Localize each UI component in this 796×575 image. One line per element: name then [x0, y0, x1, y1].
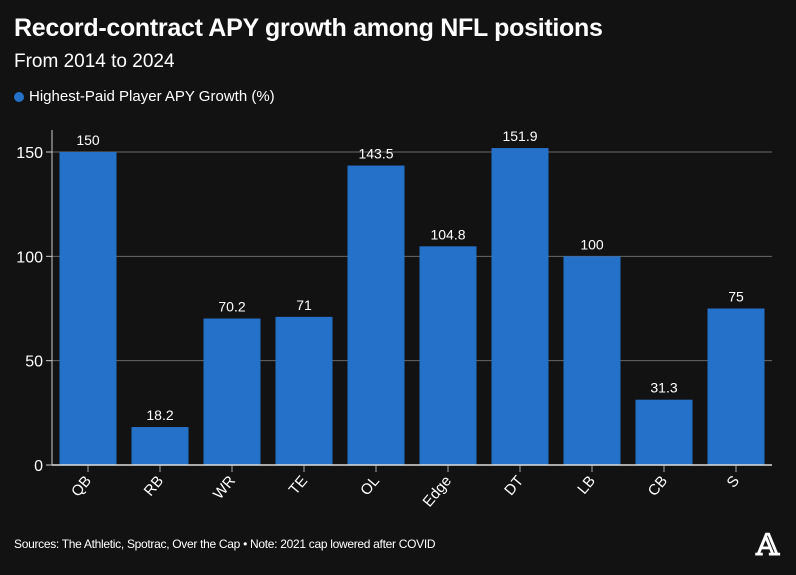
chart-subtitle: From 2014 to 2024	[14, 51, 175, 72]
source-note: Sources: The Athletic, Spotrac, Over the…	[14, 537, 436, 551]
y-tick-label: 150	[16, 145, 43, 162]
x-tick-label: LB	[574, 473, 599, 498]
x-tick-label: DT	[501, 473, 527, 499]
x-tick-label: Edge	[420, 473, 456, 511]
x-tick-label: S	[724, 473, 743, 492]
x-tick-label: CB	[645, 473, 671, 500]
x-tick-label: OL	[357, 473, 383, 499]
data-label: 104.8	[430, 226, 465, 242]
data-label: 70.2	[218, 299, 245, 315]
data-label: 151.9	[502, 128, 537, 144]
data-label: 100	[580, 236, 604, 252]
legend: Highest-Paid Player APY Growth (%)	[14, 88, 275, 105]
bar-wr	[203, 318, 261, 465]
data-label: 31.3	[650, 380, 677, 396]
y-tick-label: 100	[16, 249, 43, 266]
legend-label: Highest-Paid Player APY Growth (%)	[29, 88, 275, 105]
x-tick-label: TE	[286, 473, 311, 499]
x-tick-label: RB	[141, 473, 167, 500]
data-label: 18.2	[146, 407, 173, 423]
bar-dt	[491, 148, 549, 465]
bar-s	[707, 308, 765, 465]
data-label: 75	[728, 289, 744, 305]
data-label: 143.5	[358, 146, 393, 162]
data-label: 150	[76, 132, 100, 148]
legend-swatch	[14, 91, 24, 102]
bar-cb	[635, 399, 693, 465]
bar-ol	[347, 165, 405, 465]
bar-edge	[419, 246, 477, 465]
bar-rb	[131, 427, 189, 465]
bar-lb	[563, 256, 621, 465]
data-label: 71	[296, 297, 312, 313]
y-tick-label: 50	[25, 354, 43, 371]
bar-te	[275, 316, 333, 465]
y-tick-label: 0	[34, 458, 43, 475]
the-athletic-logo: 𝔸	[756, 528, 780, 563]
x-tick-label: QB	[68, 473, 95, 501]
chart-title: Record-contract APY growth among NFL pos…	[14, 14, 603, 42]
bar-qb	[59, 152, 117, 465]
x-tick-label: WR	[210, 473, 239, 503]
